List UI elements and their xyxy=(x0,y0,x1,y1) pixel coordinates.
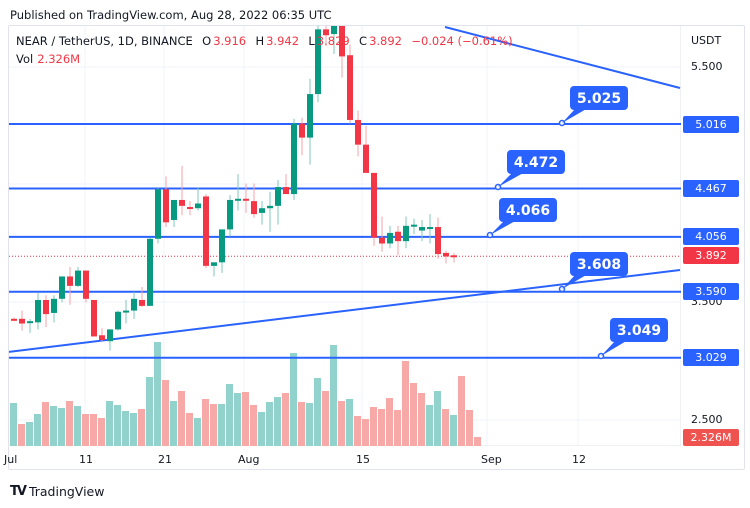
price-tag: 4.056 xyxy=(683,228,739,245)
candlesticks xyxy=(11,26,457,351)
volume-legend: Vol 2.326M xyxy=(16,52,81,66)
low-value: 3.829 xyxy=(316,34,350,48)
time-tick: Sep xyxy=(481,453,502,466)
price-tag: 4.467 xyxy=(683,180,739,197)
price-callouts: 5.025 4.472 4.066 3.608 3.049 xyxy=(486,86,668,360)
price-tag: 3.029 xyxy=(683,349,739,366)
callout-label: 3.049 xyxy=(617,323,661,339)
callout-label: 3.608 xyxy=(577,257,621,273)
chart-frame[interactable] xyxy=(8,25,745,470)
brand-name: TradingView xyxy=(28,484,105,499)
tradingview-logo-icon: TV xyxy=(10,484,27,499)
high-value: 3.942 xyxy=(266,34,300,48)
callout-label: 4.472 xyxy=(514,155,558,171)
published-caption: Published on TradingView.com, Aug 28, 20… xyxy=(10,8,332,22)
currency-label: USDT xyxy=(691,34,722,47)
price-tick: 2.500 xyxy=(691,413,723,426)
change-value: −0.024 (−0.61%) xyxy=(411,34,513,48)
open-value: 3.916 xyxy=(213,34,247,48)
price-tick: 5.500 xyxy=(691,60,723,73)
volume-value: 2.326M xyxy=(37,52,81,66)
price-tag: 2.326M xyxy=(683,429,739,446)
time-tick: Jul xyxy=(4,453,18,466)
time-tick: 11 xyxy=(79,453,93,466)
time-tick: Aug xyxy=(238,453,260,466)
price-tag: 5.016 xyxy=(683,116,739,133)
footer-brand[interactable]: TV TradingView xyxy=(10,484,104,499)
symbol-label: NEAR / TetherUS, 1D, BINANCE xyxy=(16,34,193,48)
time-tick: 12 xyxy=(572,453,586,466)
grid-lines xyxy=(9,26,681,446)
price-tag: 3.892 xyxy=(683,247,739,264)
horizontal-levels xyxy=(9,122,681,359)
callout-label: 4.066 xyxy=(506,203,550,219)
symbol-legend: NEAR / TetherUS, 1D, BINANCE O 3.916 H 3.9… xyxy=(16,34,513,48)
time-tick: 15 xyxy=(356,453,370,466)
close-value: 3.892 xyxy=(369,34,402,48)
time-tick: 21 xyxy=(158,453,172,466)
price-tag: 3.590 xyxy=(683,283,739,300)
volume-bars xyxy=(10,342,481,446)
callout-label: 5.025 xyxy=(577,91,621,107)
